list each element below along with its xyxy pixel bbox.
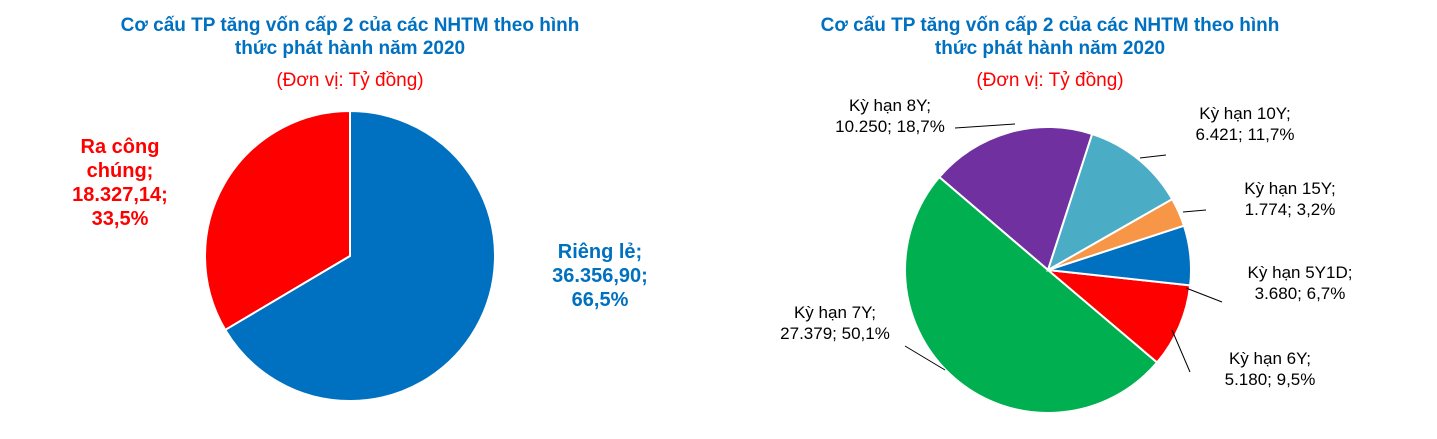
category-label: Riêng lẻ; bbox=[557, 241, 643, 263]
value-label: 3.680; bbox=[1254, 284, 1302, 303]
data-label: Kỳ hạn 10Y; 6.421; 11,7% bbox=[1170, 103, 1320, 145]
chart-subtitle: (Đơn vị: Tỷ đồng) bbox=[900, 70, 1200, 92]
category-label: Kỳ hạn 10Y; bbox=[1199, 104, 1291, 123]
category-label: Kỳ hạn 6Y; bbox=[1228, 349, 1312, 368]
pie-slice bbox=[1044, 268, 1192, 364]
data-label: Kỳ hạn 6Y; 5.180; 9,5% bbox=[1195, 348, 1345, 390]
data-label: Kỳ hạn 7Y; 27.379; 50,1% bbox=[740, 302, 930, 344]
category-label: Kỳ hạn 5Y1D; bbox=[1247, 263, 1353, 282]
leader-line bbox=[1185, 287, 1223, 303]
chart-subtitle: (Đơn vị: Tỷ đồng) bbox=[200, 70, 500, 92]
category-label: Kỳ hạn 15Y; bbox=[1244, 179, 1336, 198]
category-label: Kỳ hạn 8Y; bbox=[848, 96, 932, 115]
leader-line bbox=[904, 345, 946, 371]
data-label: Kỳ hạn 8Y; 10.250; 18,7% bbox=[805, 95, 975, 137]
chart-title: Cơ cấu TP tăng vốn cấp 2 của các NHTM th… bbox=[820, 15, 1280, 59]
value-label: 27.379; bbox=[780, 324, 837, 343]
pie-slice bbox=[937, 126, 1094, 272]
percent-label: 3,2% bbox=[1296, 200, 1336, 219]
value-label: 5.180; bbox=[1224, 370, 1272, 389]
leader-line bbox=[1171, 329, 1191, 373]
pie-slice bbox=[204, 109, 351, 332]
percent-label: 18,7% bbox=[896, 117, 945, 136]
pie-slice bbox=[223, 109, 496, 402]
leader-line bbox=[1182, 209, 1207, 213]
category-label: Ra công chúng; bbox=[80, 136, 160, 182]
data-label: Kỳ hạn 5Y1D; 3.680; 6,7% bbox=[1215, 262, 1385, 304]
value-label: 18.327,14; bbox=[72, 184, 168, 206]
data-label: Kỳ hạn 15Y; 1.774; 3,2% bbox=[1210, 178, 1370, 220]
value-label: 36.356,90; bbox=[552, 265, 648, 287]
value-label: 10.250; bbox=[835, 117, 892, 136]
category-label: Kỳ hạn 7Y; bbox=[793, 303, 877, 322]
percent-label: 11,7% bbox=[1247, 125, 1295, 144]
chart-subtitle: (Đơn vị: Tỷ đồng) bbox=[276, 70, 424, 91]
data-label: Riêng lẻ; 36.356,90; 66,5% bbox=[530, 240, 670, 312]
chart-title: Cơ cấu TP tăng vốn cấp 2 của các NHTM th… bbox=[100, 14, 600, 60]
percent-label: 66,5% bbox=[571, 289, 629, 311]
percent-label: 33,5% bbox=[91, 208, 149, 230]
chart-title: Cơ cấu TP tăng vốn cấp 2 của các NHTM th… bbox=[120, 15, 580, 59]
value-label: 1.774; bbox=[1244, 200, 1292, 219]
leader-line bbox=[954, 123, 1016, 129]
chart-title: Cơ cấu TP tăng vốn cấp 2 của các NHTM th… bbox=[800, 14, 1300, 60]
leader-lines bbox=[904, 123, 1223, 373]
percent-label: 6,7% bbox=[1306, 284, 1346, 303]
percent-label: 50,1% bbox=[841, 324, 890, 343]
pie-slice bbox=[904, 175, 1159, 414]
pie-slice bbox=[1046, 132, 1174, 273]
percent-label: 9,5% bbox=[1276, 370, 1316, 389]
leader-line bbox=[1139, 154, 1167, 159]
data-label: Ra công chúng; 18.327,14; 33,5% bbox=[45, 135, 195, 231]
value-label: 6.421; bbox=[1195, 125, 1243, 144]
chart-subtitle: (Đơn vị: Tỷ đồng) bbox=[976, 70, 1124, 91]
